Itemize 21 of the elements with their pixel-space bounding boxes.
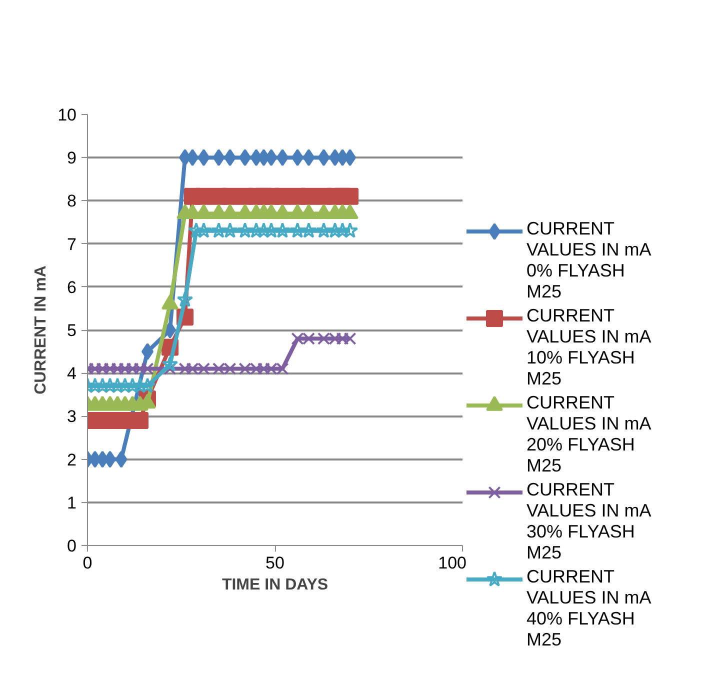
y-tick-label: 4 [67, 364, 77, 384]
y-tick-label: 3 [67, 407, 77, 426]
legend-label: CURRENT VALUES IN mA 10% FLYASH M25 [526, 306, 652, 388]
x-axis-title: TIME IN DAYS [222, 576, 328, 594]
legend-label: CURRENT VALUES IN mA 20% FLYASH M25 [526, 392, 652, 476]
y-tick-label: 9 [67, 148, 77, 168]
legend-label: CURRENT VALUES IN mA 40% FLYASH M25 [526, 566, 652, 650]
y-tick-label: 6 [67, 278, 77, 297]
y-axis-title: CURRENT IN mA [32, 265, 50, 394]
x-tick-label: 100 [438, 554, 467, 572]
y-tick-label: 7 [67, 234, 77, 254]
x-tick-label: 0 [82, 554, 92, 572]
y-tick-label: 8 [67, 192, 77, 211]
y-tick-label: 0 [67, 536, 77, 556]
y-tick-label: 5 [67, 321, 77, 340]
legend-label: CURRENT VALUES IN mA 30% FLYASH M25 [526, 480, 652, 562]
x-tick-label: 50 [266, 554, 284, 572]
y-tick-label: 10 [58, 106, 77, 124]
y-tick-label: 1 [67, 493, 77, 512]
y-tick-label: 2 [67, 450, 77, 470]
legend-label: CURRENT VALUES IN mA 0% FLYASH M25 [526, 218, 652, 302]
